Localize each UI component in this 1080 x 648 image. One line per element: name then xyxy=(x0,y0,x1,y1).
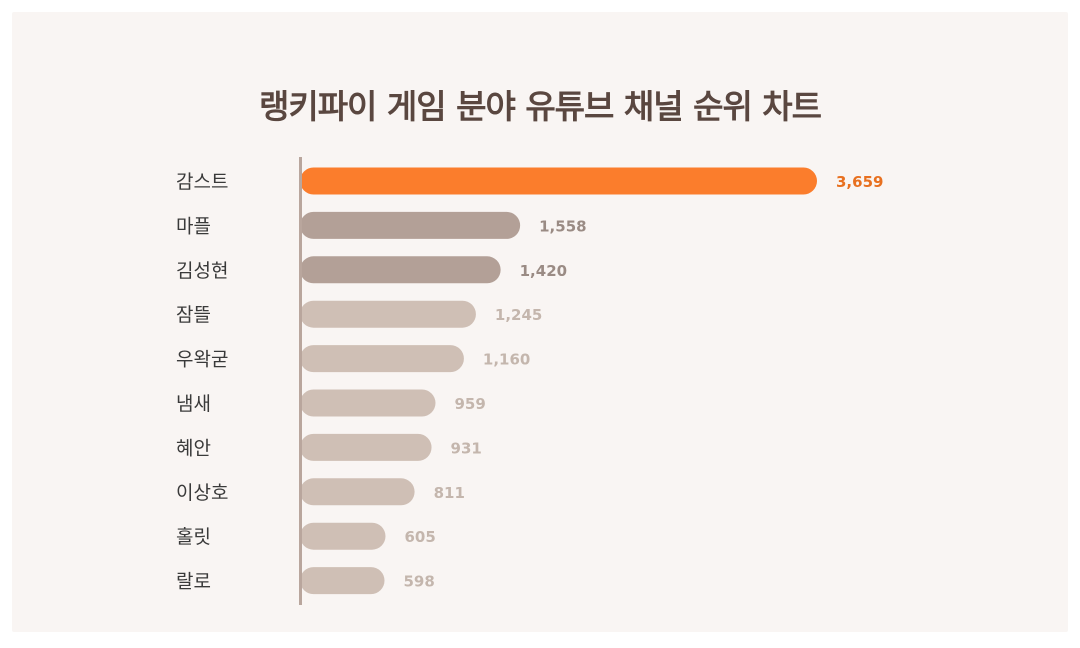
chart-card xyxy=(12,12,1068,632)
value-label: 3,659 xyxy=(836,173,883,191)
value-label: 598 xyxy=(403,573,434,591)
bar-1 xyxy=(300,211,521,239)
bar-6 xyxy=(300,433,432,461)
bar-0 xyxy=(300,167,817,195)
category-label: 우왁굳 xyxy=(176,349,228,371)
category-label: 냄새 xyxy=(176,393,211,415)
bar-9 xyxy=(300,567,385,595)
axis-line xyxy=(299,157,302,605)
bar-7 xyxy=(300,478,415,506)
category-label: 홀릿 xyxy=(176,526,211,548)
value-label: 605 xyxy=(404,528,435,546)
value-label: 959 xyxy=(455,395,486,413)
value-label: 1,420 xyxy=(520,262,567,280)
category-label: 감스트 xyxy=(176,171,228,193)
chart-title: 랭키파이 게임 분야 유튜브 채널 순위 차트 xyxy=(258,87,822,126)
category-label: 마플 xyxy=(176,215,211,237)
value-label: 811 xyxy=(434,484,465,502)
category-label: 이상호 xyxy=(176,482,228,504)
category-label: 혜안 xyxy=(176,437,211,459)
value-label: 1,558 xyxy=(539,217,586,235)
category-label: 잠뜰 xyxy=(176,304,211,326)
value-label: 1,160 xyxy=(483,351,530,369)
value-label: 1,245 xyxy=(495,306,542,324)
bar-4 xyxy=(300,345,464,373)
category-label: 랄로 xyxy=(176,571,211,593)
value-label: 931 xyxy=(451,439,482,457)
bar-3 xyxy=(300,300,476,328)
bar-2 xyxy=(300,256,501,284)
bar-8 xyxy=(300,522,386,550)
category-label: 김성현 xyxy=(176,260,228,282)
bar-5 xyxy=(300,389,436,417)
